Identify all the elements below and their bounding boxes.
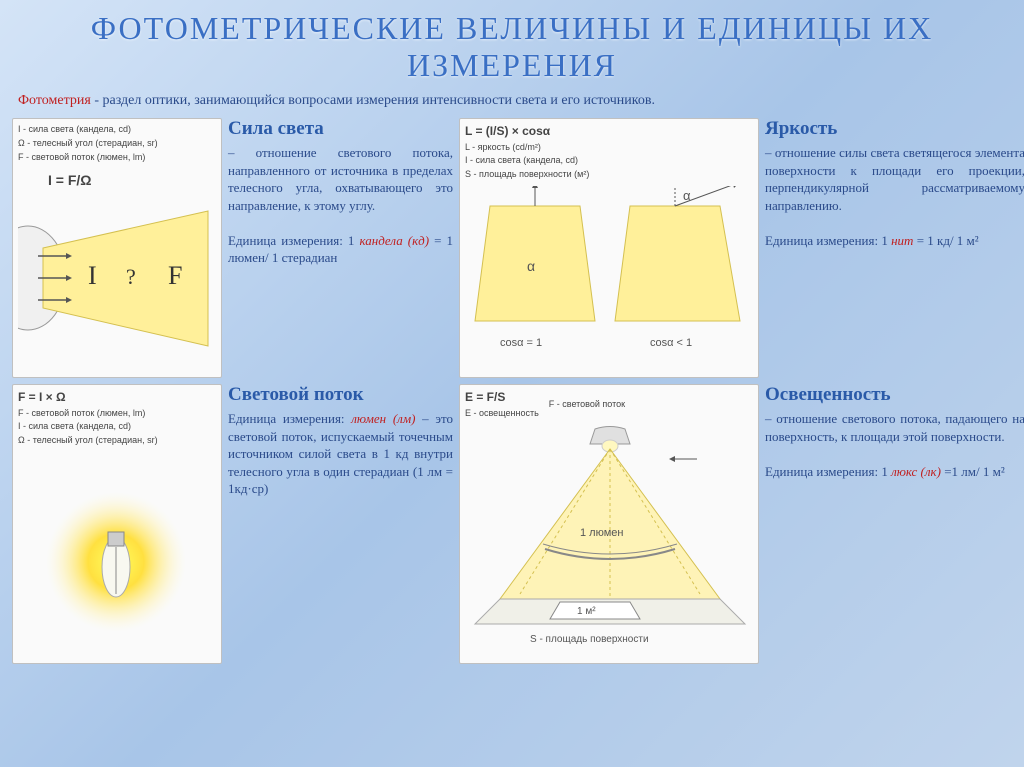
potok-body: Единица измерения: люмен (лм) – это свет… bbox=[228, 410, 453, 498]
diag-formula: L = (I/S) × cosα bbox=[465, 124, 753, 140]
osv-heading: Освещенность bbox=[765, 384, 1024, 406]
unit: нит bbox=[891, 233, 913, 248]
svg-text:S - площадь поверхности: S - площадь поверхности bbox=[530, 634, 649, 645]
page-title: ФОТОМЕТРИЧЕСКИЕ ВЕЛИЧИНЫ И ЕДИНИЦЫ ИХ ИЗ… bbox=[0, 0, 1024, 88]
diag-legend: I - сила света (кандела, cd) bbox=[465, 155, 753, 167]
diag-legend: E - освещенность bbox=[465, 408, 539, 420]
intro-text: Фотометрия - раздел оптики, занимающийся… bbox=[0, 88, 1024, 118]
svg-text:1 люмен: 1 люмен bbox=[580, 527, 623, 539]
diag-legend: Ω - телесный угол (стерадиан, sr) bbox=[18, 435, 216, 447]
sila-sveta-heading: Сила света bbox=[228, 118, 453, 140]
diag-legend: L - яркость (cd/m²) bbox=[465, 142, 753, 154]
bulb-svg bbox=[18, 452, 213, 647]
diag-formula: F = I × Ω bbox=[18, 390, 216, 406]
unit: кандела (кд) bbox=[359, 233, 429, 248]
unit: люмен (лм) bbox=[351, 411, 415, 426]
potok-text: Световой поток Единица измерения: люмен … bbox=[228, 384, 453, 664]
svg-text:α: α bbox=[683, 188, 691, 203]
sila-sveta-diagram-cell: I - сила света (кандела, cd) Ω - телесны… bbox=[12, 118, 222, 378]
diag-legend: F - световой поток (люмен, lm) bbox=[18, 408, 216, 420]
photometry-term: Фотометрия bbox=[18, 93, 91, 108]
trap-svg: α α cosα = 1 cosα < 1 bbox=[465, 186, 750, 366]
potok-heading: Световой поток bbox=[228, 384, 453, 406]
diag-legend: I - сила света (кандела, cd) bbox=[18, 421, 216, 433]
content-grid: I - сила света (кандела, cd) Ω - телесны… bbox=[0, 118, 1024, 664]
unit: люкс (лк) bbox=[891, 464, 941, 479]
svg-text:cosα = 1: cosα = 1 bbox=[500, 337, 542, 349]
text: Единица измерения: 1 bbox=[765, 464, 891, 479]
diag-legend: S - площадь поверхности (м²) bbox=[465, 169, 753, 181]
svg-text:F: F bbox=[168, 261, 182, 290]
svg-text:α: α bbox=[527, 258, 535, 274]
sila-sveta-body: – отношение светового потока, направленн… bbox=[228, 144, 453, 267]
sila-sveta-diagram: I - сила света (кандела, cd) Ω - телесны… bbox=[12, 118, 222, 378]
diag-legend: Ω - телесный угол (стерадиан, sr) bbox=[18, 138, 216, 150]
osv-body: – отношение светового потока, падающего … bbox=[765, 410, 1024, 480]
text: Единица измерения: bbox=[228, 411, 351, 426]
text: =1 лм/ 1 м² bbox=[941, 464, 1005, 479]
potok-diagram: F = I × Ω F - световой поток (люмен, lm)… bbox=[12, 384, 222, 664]
svg-text:I: I bbox=[88, 261, 97, 290]
osv-text: Освещенность – отношение светового поток… bbox=[765, 384, 1024, 664]
svg-text:?: ? bbox=[126, 264, 136, 289]
photometry-def: - раздел оптики, занимающийся вопросами … bbox=[91, 93, 655, 108]
diag-legend: F - световой поток bbox=[549, 399, 625, 411]
yarkost-heading: Яркость bbox=[765, 118, 1024, 140]
text: – отношение светового потока, падающего … bbox=[765, 411, 1024, 444]
text: – отношение силы света светящегося элеме… bbox=[765, 145, 1024, 213]
text: = 1 кд/ 1 м² bbox=[913, 233, 978, 248]
sila-sveta-text: Сила света – отношение светового потока,… bbox=[228, 118, 453, 378]
diag-formula: E = F/S bbox=[465, 390, 539, 406]
text: Единица измерения: 1 bbox=[228, 233, 359, 248]
potok-diagram-cell: F = I × Ω F - световой поток (люмен, lm)… bbox=[12, 384, 222, 664]
diag-formula: I = F/Ω bbox=[48, 171, 216, 189]
yarkost-diagram: L = (I/S) × cosα L - яркость (cd/m²) I -… bbox=[459, 118, 759, 378]
osv-diagram-cell: E = F/S E - освещенность F - световой по… bbox=[459, 384, 759, 664]
text: – отношение светового потока, направленн… bbox=[228, 145, 453, 213]
yarkost-text: Яркость – отношение силы света светящего… bbox=[765, 118, 1024, 378]
text: Единица измерения: 1 bbox=[765, 233, 891, 248]
diag-legend: F - световой поток (люмен, lm) bbox=[18, 152, 216, 164]
cone-svg: I ? F bbox=[18, 196, 213, 361]
diag-legend: I - сила света (кандела, cd) bbox=[18, 124, 216, 136]
yarkost-body: – отношение силы света светящегося элеме… bbox=[765, 144, 1024, 249]
svg-text:1 м²: 1 м² bbox=[577, 606, 596, 617]
lux-svg: 1 люмен 1 м² S - площадь поверхности bbox=[465, 424, 750, 649]
svg-text:cosα < 1: cosα < 1 bbox=[650, 337, 692, 349]
osv-diagram: E = F/S E - освещенность F - световой по… bbox=[459, 384, 759, 664]
yarkost-diagram-cell: L = (I/S) × cosα L - яркость (cd/m²) I -… bbox=[459, 118, 759, 378]
